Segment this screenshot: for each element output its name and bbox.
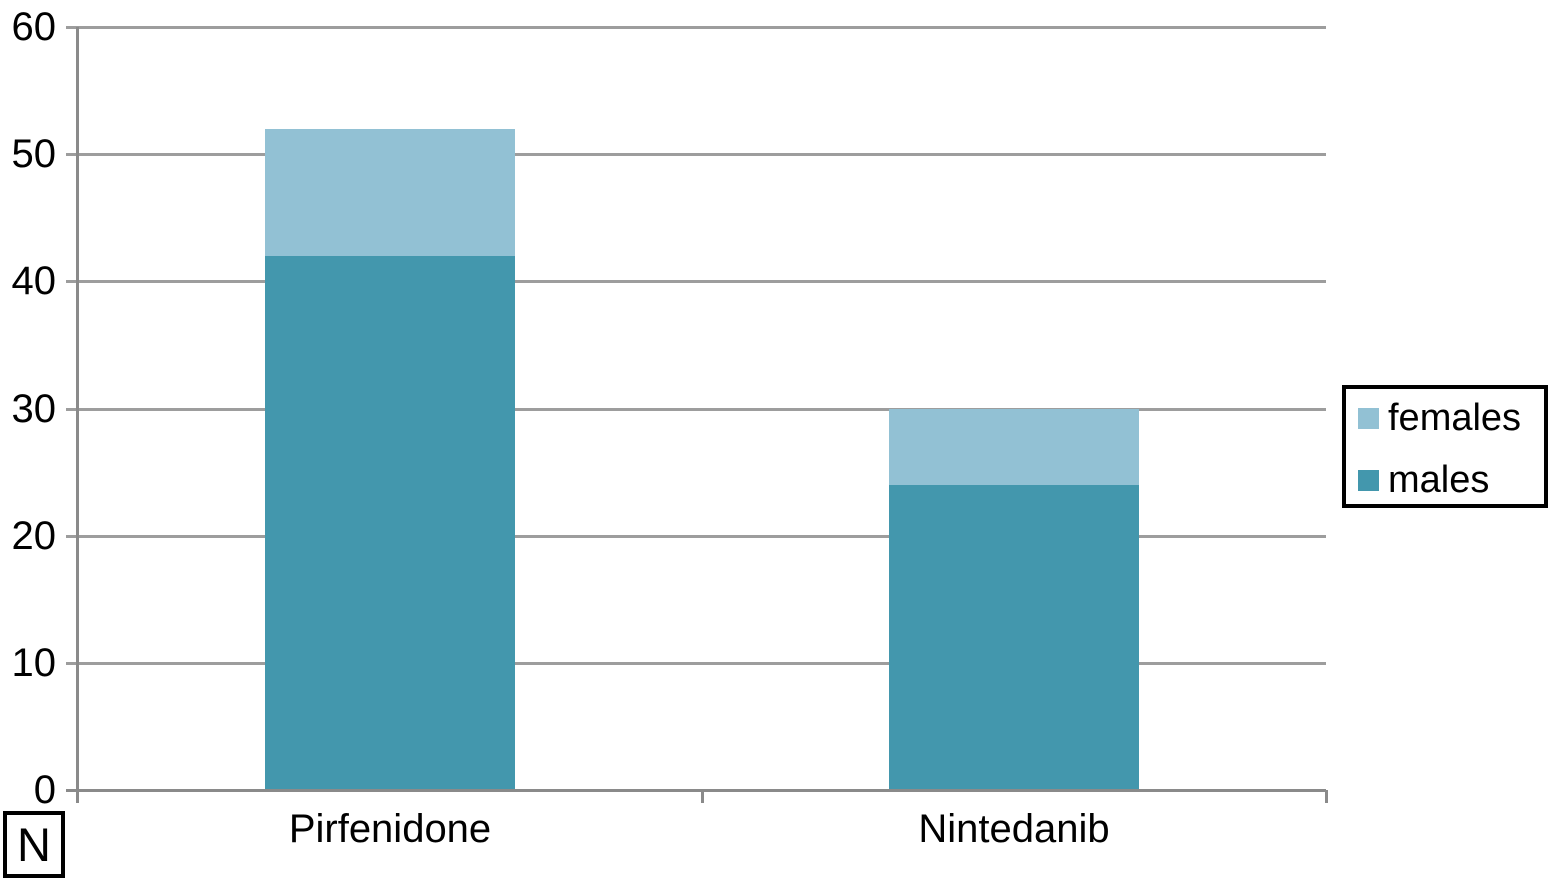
bar-segment-males-nintedanib: [889, 485, 1139, 790]
y-tick-label: 20: [11, 514, 57, 558]
gridline: [66, 26, 1326, 29]
males-color-swatch-icon: [1358, 469, 1379, 491]
y-tick-label: 50: [11, 132, 57, 176]
legend-label-females: females: [1388, 397, 1522, 439]
gridline: [66, 535, 1326, 538]
y-tick-label: 30: [11, 387, 57, 431]
y-tick-label: 0: [33, 768, 56, 812]
bar-segment-females-pirfenidone: [265, 129, 515, 256]
gridline: [66, 408, 1326, 411]
legend-item-males: males: [1358, 461, 1544, 499]
x-axis-line: [66, 789, 1326, 792]
y-tick-label: 40: [11, 259, 57, 303]
x-axis-tick: [701, 790, 704, 803]
x-category-label: Nintedanib: [918, 807, 1110, 851]
x-category-label: Pirfenidone: [288, 807, 492, 851]
gridline: [66, 280, 1326, 283]
y-tick-label: 60: [11, 5, 57, 49]
x-axis-tick: [1325, 790, 1328, 803]
n-axis-unit-box: N: [3, 811, 65, 878]
females-color-swatch-icon: [1358, 407, 1379, 429]
legend-label-males: males: [1388, 459, 1490, 501]
gridline: [66, 662, 1326, 665]
bar-segment-males-pirfenidone: [265, 256, 515, 790]
legend: females males: [1342, 385, 1548, 508]
gridline: [66, 153, 1326, 156]
legend-item-females: females: [1358, 399, 1544, 437]
n-axis-unit-label: N: [17, 818, 51, 871]
bar-segment-females-nintedanib: [889, 409, 1139, 485]
y-axis-line: [76, 27, 79, 803]
y-tick-label: 10: [11, 641, 57, 685]
